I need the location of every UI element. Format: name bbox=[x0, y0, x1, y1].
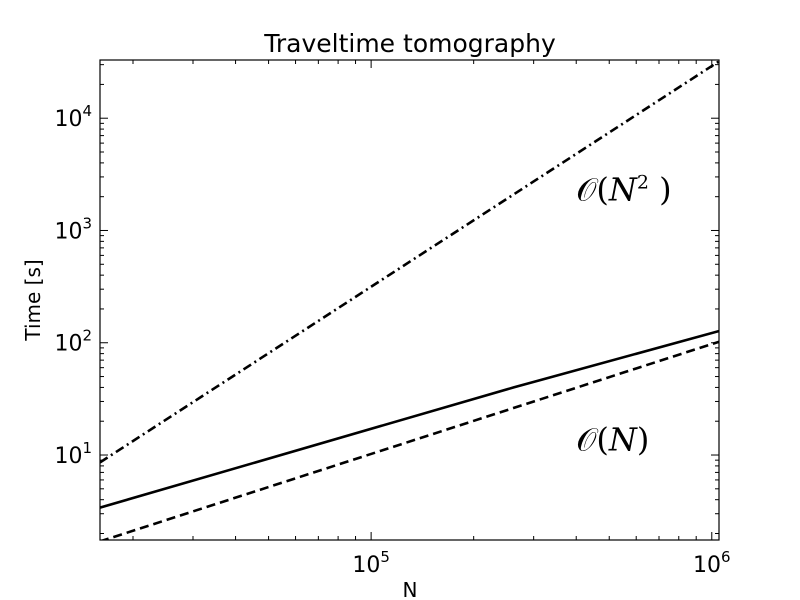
y-axis-label: Time [s] bbox=[21, 259, 45, 341]
plot-frame bbox=[99, 59, 720, 541]
y-tick-label: 103 bbox=[54, 214, 92, 244]
series-line-dashed bbox=[100, 340, 719, 540]
annotation-o-n-squared: 𝒪(N2 ) bbox=[576, 171, 671, 209]
x-axis-label: N bbox=[403, 578, 418, 600]
y-tick-label: 102 bbox=[54, 327, 92, 357]
tick-layer: 105 106 101 102 103 104 bbox=[54, 60, 731, 578]
annotation-o-n: 𝒪(N) bbox=[576, 420, 649, 458]
x-tick-label: 106 bbox=[693, 548, 731, 578]
y-tick-label: 101 bbox=[54, 439, 92, 469]
series-line-dashdot bbox=[100, 60, 719, 464]
x-tick-label: 105 bbox=[352, 548, 390, 578]
chart-title: Traveltime tomography bbox=[263, 29, 556, 58]
y-tick-label: 104 bbox=[54, 102, 92, 132]
series-layer bbox=[100, 60, 719, 540]
series-line-solid bbox=[100, 329, 719, 509]
